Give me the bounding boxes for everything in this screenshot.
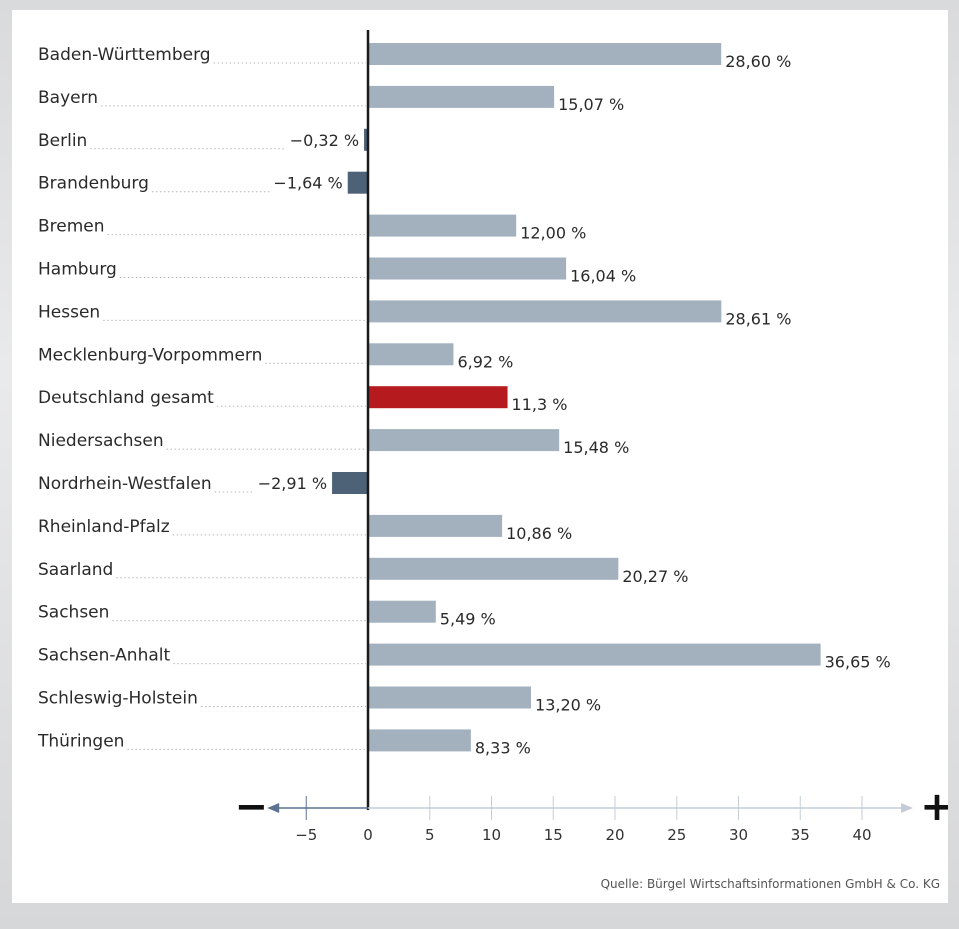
x-tick-label: 35 bbox=[791, 826, 810, 844]
category-label: Berlin bbox=[38, 131, 87, 151]
bar bbox=[368, 257, 567, 280]
bar bbox=[364, 128, 368, 151]
category-label: Niedersachsen bbox=[38, 431, 164, 451]
category-label: Mecklenburg-Vorpommern bbox=[38, 345, 262, 365]
bar-chart: Baden-Württemberg 28,60 % Bayern 15,07 % Ber… bbox=[37, 30, 948, 844]
value-label: 28,60 % bbox=[725, 52, 791, 71]
x-tick-label: 30 bbox=[729, 826, 748, 844]
value-label: 12,00 % bbox=[520, 224, 586, 243]
bar bbox=[368, 729, 471, 752]
x-tick-label: 15 bbox=[544, 826, 563, 844]
arrow-right-icon bbox=[901, 803, 914, 813]
value-label: 15,48 % bbox=[563, 438, 629, 457]
value-label: 13,20 % bbox=[535, 696, 601, 715]
category-label: Nordrhein-Westfalen bbox=[38, 474, 212, 494]
value-label: 11,3 % bbox=[512, 395, 568, 414]
value-label: 8,33 % bbox=[475, 738, 531, 757]
bar bbox=[347, 171, 368, 194]
minus-symbol: − bbox=[234, 784, 268, 830]
bar bbox=[368, 600, 436, 623]
bar bbox=[368, 85, 555, 108]
category-label: Sachsen bbox=[38, 603, 109, 623]
arrow-left-icon bbox=[267, 803, 280, 813]
bar bbox=[332, 472, 368, 494]
category-label: Brandenburg bbox=[38, 174, 149, 194]
x-tick-label: −5 bbox=[295, 826, 317, 844]
category-label: Bayern bbox=[38, 88, 98, 108]
bar bbox=[368, 343, 454, 366]
value-label: 10,86 % bbox=[506, 524, 572, 543]
category-label: Thüringen bbox=[37, 731, 124, 751]
bar bbox=[368, 214, 517, 237]
category-label: Sachsen-Anhalt bbox=[38, 646, 170, 666]
x-tick-label: 20 bbox=[605, 826, 624, 844]
source-note: Quelle: Bürgel Wirtschaftsinformationen … bbox=[600, 877, 940, 891]
bar bbox=[368, 557, 619, 580]
category-label: Saarland bbox=[38, 560, 113, 580]
category-label: Deutschland gesamt bbox=[38, 388, 214, 408]
x-tick-label: 0 bbox=[363, 826, 373, 844]
category-label: Baden-Württemberg bbox=[38, 45, 211, 65]
bar bbox=[368, 429, 560, 452]
value-label: 16,04 % bbox=[570, 267, 636, 286]
value-label: −1,64 % bbox=[273, 174, 342, 193]
x-tick-label: 10 bbox=[482, 826, 501, 844]
bar bbox=[368, 686, 532, 709]
category-label: Schleswig-Holstein bbox=[38, 689, 198, 709]
value-label: 6,92 % bbox=[457, 352, 513, 371]
value-label: 20,27 % bbox=[622, 567, 688, 586]
bar bbox=[368, 514, 503, 537]
bar bbox=[368, 43, 722, 65]
x-tick-label: 5 bbox=[425, 826, 435, 844]
bar bbox=[368, 643, 821, 666]
value-label: 15,07 % bbox=[558, 95, 624, 114]
value-label: 36,65 % bbox=[825, 653, 891, 672]
value-label: 28,61 % bbox=[725, 309, 791, 328]
x-tick-label: 25 bbox=[667, 826, 686, 844]
value-label: 5,49 % bbox=[440, 610, 496, 629]
chart-frame: Baden-Württemberg 28,60 % Bayern 15,07 % Ber… bbox=[12, 10, 948, 903]
bar bbox=[368, 386, 508, 409]
category-label: Rheinland-Pfalz bbox=[38, 517, 170, 537]
plus-symbol: + bbox=[920, 784, 948, 830]
x-tick-label: 40 bbox=[852, 826, 871, 844]
category-label: Hessen bbox=[38, 302, 100, 322]
value-label: −2,91 % bbox=[258, 474, 327, 493]
category-label: Hamburg bbox=[38, 260, 117, 280]
value-label: −0,32 % bbox=[290, 131, 359, 150]
category-label: Bremen bbox=[38, 217, 105, 237]
bar bbox=[368, 300, 722, 323]
